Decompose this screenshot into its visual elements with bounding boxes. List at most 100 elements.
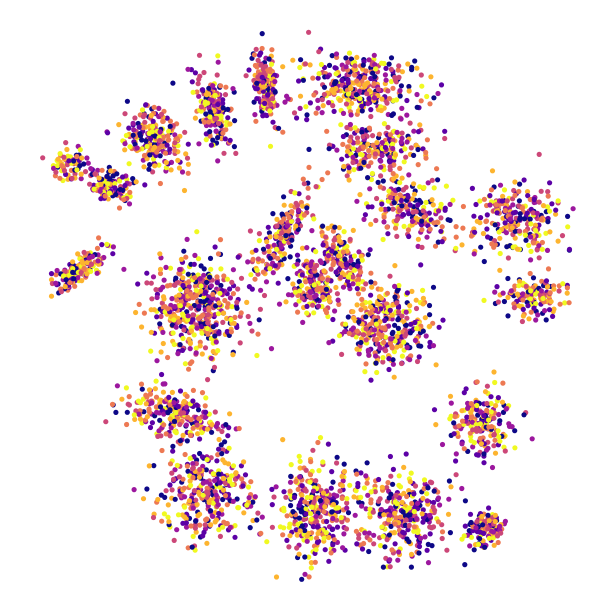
scatter-point bbox=[394, 333, 400, 339]
scatter-point bbox=[199, 323, 205, 330]
scatter-point bbox=[306, 164, 312, 170]
scatter-point bbox=[444, 547, 450, 553]
scatter-point bbox=[160, 294, 167, 300]
scatter-point bbox=[278, 244, 284, 250]
scatter-point bbox=[149, 400, 155, 406]
scatter-point bbox=[296, 551, 302, 557]
scatter-point bbox=[406, 233, 412, 240]
scatter-point bbox=[378, 164, 384, 170]
scatter-point bbox=[176, 319, 183, 325]
scatter-point bbox=[547, 180, 553, 186]
scatter-point bbox=[77, 163, 83, 169]
scatter-point bbox=[187, 432, 193, 438]
scatter-point bbox=[267, 101, 274, 107]
scatter-point bbox=[196, 93, 202, 99]
scatter-point bbox=[366, 148, 372, 154]
scatter-point bbox=[411, 128, 417, 134]
scatter-point bbox=[236, 505, 242, 511]
scatter-point bbox=[433, 362, 439, 368]
scatter-point bbox=[343, 526, 350, 532]
scatter-point bbox=[340, 133, 346, 140]
scatter-point bbox=[416, 550, 422, 556]
scatter-point bbox=[190, 316, 196, 322]
scatter-point bbox=[289, 237, 295, 243]
scatter-point bbox=[144, 270, 150, 276]
scatter-point bbox=[555, 238, 561, 244]
scatter-point bbox=[544, 247, 551, 253]
scatter-point bbox=[345, 144, 351, 150]
scatter-point bbox=[313, 513, 319, 519]
scatter-point bbox=[215, 251, 222, 257]
scatter-point bbox=[150, 124, 156, 130]
scatter-point bbox=[147, 152, 153, 158]
scatter-point bbox=[528, 257, 534, 263]
scatter-point bbox=[329, 87, 335, 93]
scatter-point bbox=[185, 170, 191, 176]
scatter-point bbox=[146, 463, 152, 469]
scatter-point bbox=[198, 288, 204, 294]
scatter-point bbox=[107, 190, 113, 196]
scatter-point bbox=[399, 69, 405, 75]
scatter-point bbox=[213, 303, 219, 309]
scatter-point bbox=[477, 536, 483, 542]
scatter-point bbox=[247, 320, 253, 326]
scatter-point bbox=[390, 85, 396, 91]
scatter-point bbox=[205, 377, 211, 383]
scatter-point bbox=[191, 261, 197, 267]
scatter-point bbox=[329, 469, 335, 475]
scatter-point bbox=[508, 288, 514, 294]
scatter-point bbox=[291, 494, 297, 501]
scatter-point bbox=[465, 405, 471, 411]
scatter-point bbox=[170, 476, 177, 482]
scatter-point bbox=[140, 114, 146, 120]
scatter-point bbox=[566, 300, 572, 306]
scatter-point bbox=[412, 337, 418, 343]
scatter-point bbox=[325, 170, 331, 176]
scatter-point bbox=[310, 488, 317, 494]
scatter-point bbox=[108, 168, 114, 174]
scatter-point bbox=[229, 279, 235, 285]
scatter-point bbox=[255, 256, 261, 262]
scatter-point bbox=[61, 168, 68, 174]
scatter-point bbox=[396, 473, 402, 479]
scatter-point bbox=[304, 310, 310, 316]
scatter-point bbox=[485, 445, 491, 451]
scatter-point bbox=[438, 215, 444, 221]
scatter-point bbox=[403, 309, 409, 315]
scatter-point bbox=[520, 306, 526, 312]
scatter-point bbox=[353, 528, 359, 534]
scatter-point bbox=[354, 471, 360, 477]
scatter-point bbox=[414, 358, 421, 365]
scatter-point bbox=[178, 256, 184, 262]
scatter-point bbox=[354, 328, 360, 334]
scatter-point bbox=[398, 197, 404, 203]
scatter-point bbox=[336, 238, 342, 244]
scatter-point bbox=[304, 245, 310, 251]
scatter-point bbox=[346, 165, 352, 171]
scatter-point bbox=[477, 435, 483, 442]
scatter-point bbox=[167, 482, 173, 488]
scatter-point bbox=[329, 248, 335, 254]
scatter-point bbox=[81, 249, 87, 255]
scatter-point bbox=[148, 112, 154, 119]
scatter-point bbox=[438, 82, 445, 88]
scatter-point bbox=[464, 414, 470, 420]
scatter-point bbox=[408, 470, 414, 476]
scatter-point bbox=[424, 137, 430, 143]
scatter-point bbox=[278, 235, 284, 241]
scatter-point bbox=[188, 482, 194, 488]
scatter-point bbox=[113, 409, 119, 415]
scatter-point bbox=[223, 127, 229, 133]
scatter-point bbox=[363, 473, 369, 479]
scatter-point bbox=[161, 277, 167, 283]
scatter-point bbox=[202, 345, 209, 351]
scatter-point bbox=[345, 274, 351, 280]
scatter-point bbox=[388, 78, 394, 85]
scatter-point bbox=[223, 422, 229, 428]
scatter-point bbox=[471, 251, 477, 257]
scatter-point bbox=[309, 504, 315, 510]
scatter-point bbox=[423, 199, 429, 206]
scatter-point bbox=[333, 65, 339, 71]
scatter-point bbox=[192, 275, 198, 281]
scatter-point bbox=[198, 104, 204, 110]
